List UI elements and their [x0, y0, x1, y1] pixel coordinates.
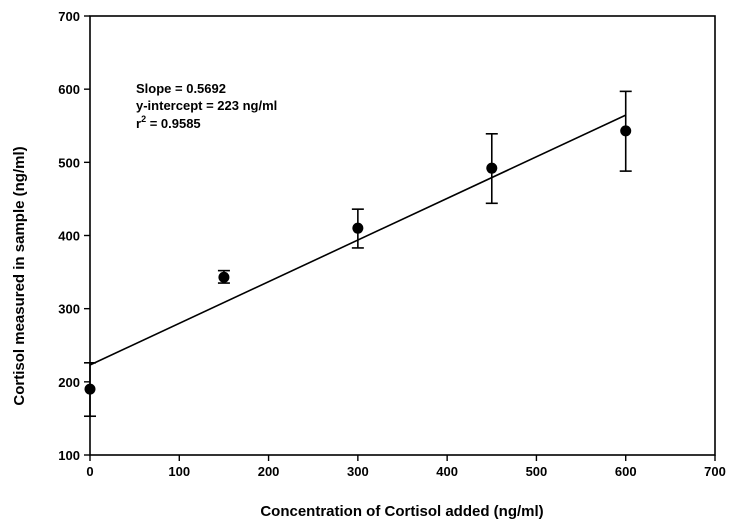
- data-point-1: [217, 269, 230, 284]
- r2-superscript: 2: [141, 114, 146, 124]
- x-tick-label-5: 500: [526, 464, 548, 479]
- x-tick-label-3: 300: [347, 464, 369, 479]
- data-point-0: [84, 362, 96, 418]
- x-tick-label-6: 600: [615, 464, 637, 479]
- marker-4: [620, 125, 632, 137]
- x-tick-label-1: 100: [168, 464, 190, 479]
- y-axis-title: Cortisol measured in sample (ng/ml): [11, 146, 28, 405]
- data-point-4: [619, 90, 632, 172]
- data-points: [84, 90, 632, 418]
- data-point-2: [351, 208, 364, 249]
- intercept-annotation: y-intercept = 223 ng/ml: [136, 98, 277, 113]
- x-tick-label-4: 400: [436, 464, 458, 479]
- y-tick-label-2: 300: [58, 302, 80, 317]
- slope-annotation: Slope = 0.5692: [136, 81, 226, 96]
- x-tick-label-7: 700: [704, 464, 726, 479]
- r2-suffix: = 0.9585: [146, 116, 201, 131]
- x-tick-label-0: 0: [86, 464, 93, 479]
- y-tick-label-4: 500: [58, 155, 80, 170]
- marker-2: [352, 222, 364, 234]
- r2-prefix: r: [136, 116, 141, 131]
- y-tick-label-5: 600: [58, 82, 80, 97]
- y-tick-label-6: 700: [58, 9, 80, 24]
- marker-0: [84, 383, 96, 395]
- x-axis-title: Concentration of Cortisol added (ng/ml): [260, 503, 543, 520]
- r-squared-annotation: r2 = 0.9585: [136, 114, 201, 131]
- marker-3: [486, 162, 498, 174]
- y-tick-label-3: 400: [58, 229, 80, 244]
- x-tick-label-2: 200: [258, 464, 280, 479]
- y-tick-label-1: 200: [58, 375, 80, 390]
- stats-annotation: Slope = 0.5692 y-intercept = 223 ng/ml r…: [136, 81, 277, 131]
- data-point-3: [485, 132, 498, 205]
- y-tick-label-0: 100: [58, 448, 80, 463]
- marker-1: [218, 271, 230, 283]
- ticks: 0 100 200 300 400 500 600 700 100 200 300 400 500 600…: [58, 9, 726, 479]
